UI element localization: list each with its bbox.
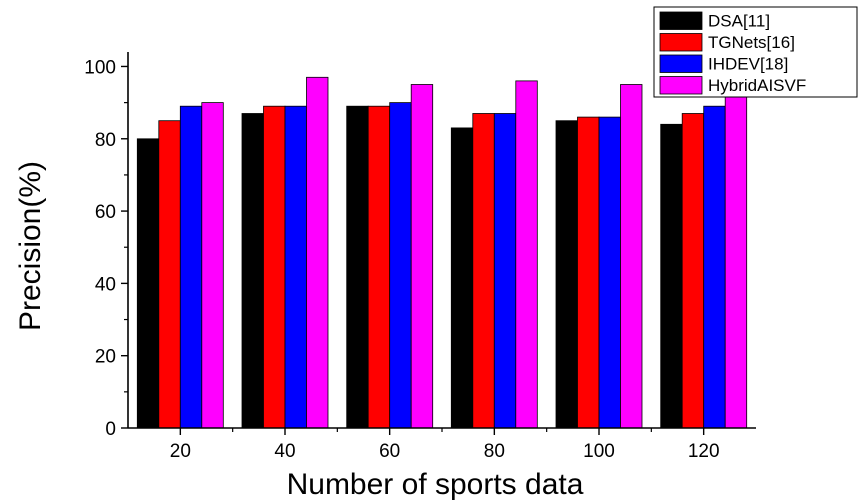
legend-swatch [659,33,703,52]
bar-ihdev-18-60 [389,102,412,429]
axes-layer [121,52,756,435]
x-tick-label: 60 [379,441,400,462]
bar-dsa-11-120 [660,123,683,429]
y-tick-label: 100 [84,57,116,78]
legend-label: HybridAISVF [708,76,806,95]
bar-dsa-11-20 [136,138,160,429]
bar-tgnets-16-60 [367,105,391,429]
legend: DSA[11] TGNets[16] IHDEV[18] HybridAISVF [653,6,858,98]
bar-hybridaisvf-120 [724,95,748,429]
x-axis-title: Number of sports data [287,468,584,501]
bar-dsa-11-100 [555,120,578,429]
bar-ihdev-18-100 [598,116,621,429]
bar-dsa-11-80 [450,127,474,429]
bar-ihdev-18-120 [703,105,726,429]
x-tick-label: 80 [484,441,505,462]
bar-hybridaisvf-80 [515,80,538,429]
bar-hybridaisvf-40 [306,76,329,429]
legend-swatch [659,54,703,73]
legend-swatch [659,76,703,95]
bar-tgnets-16-40 [263,105,286,429]
legend-label: IHDEV[18] [708,55,788,74]
y-tick-label: 60 [95,202,116,223]
y-axis-title: Precision(%) [14,161,47,331]
legend-label: TGNets[16] [708,33,795,52]
x-tick-label: 20 [170,441,191,462]
bar-tgnets-16-100 [577,116,600,429]
tick-labels: 0 20 40 60 80 100 20 40 60 80 100 120 [84,57,719,462]
x-tick-label: 120 [688,441,720,462]
bar-hybridaisvf-100 [620,84,643,429]
bar-tgnets-16-120 [681,113,705,429]
bar-hybridaisvf-60 [410,84,434,429]
bar-ihdev-18-40 [284,105,307,429]
y-tick-label: 20 [95,347,116,368]
bar-dsa-11-40 [241,113,264,429]
bar-ihdev-18-20 [179,105,203,429]
legend-swatch [659,11,703,30]
bar-ihdev-18-80 [493,113,517,429]
y-tick-label: 80 [95,130,116,151]
bar-tgnets-16-80 [472,113,495,429]
bar-tgnets-16-20 [158,120,181,429]
legend-label: DSA[11] [708,12,770,31]
y-tick-label: 40 [95,274,116,295]
bars-layer [136,76,748,429]
x-tick-label: 100 [583,441,615,462]
bar-dsa-11-60 [346,105,369,429]
bar-hybridaisvf-20 [201,102,224,429]
x-tick-label: 40 [274,441,295,462]
y-tick-label: 0 [105,419,116,440]
